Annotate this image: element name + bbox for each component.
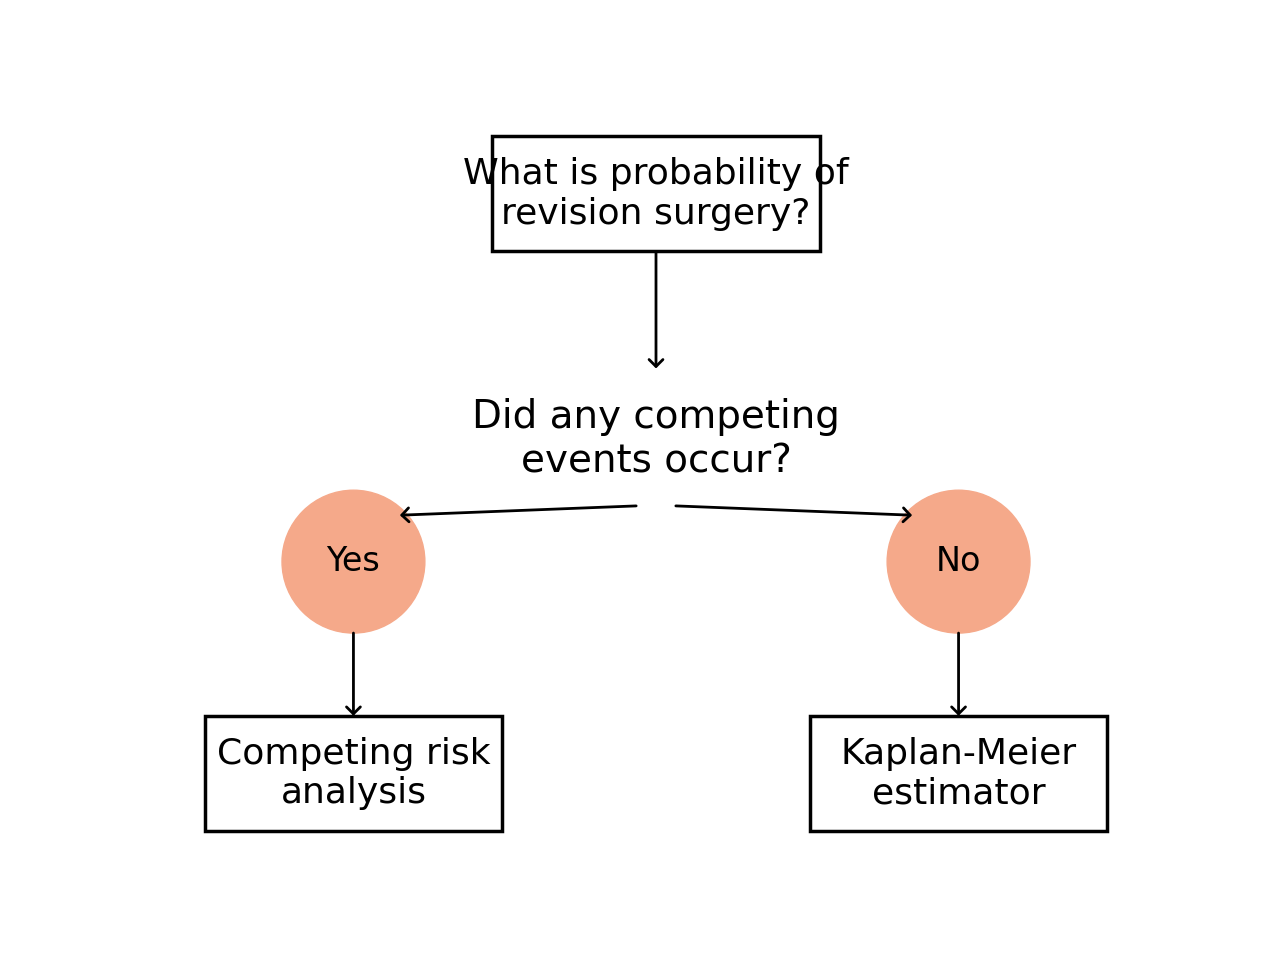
Text: Did any competing
events occur?: Did any competing events occur? bbox=[472, 398, 840, 480]
Text: No: No bbox=[936, 545, 982, 578]
FancyBboxPatch shape bbox=[493, 136, 819, 252]
Text: Kaplan-Meier
estimator: Kaplan-Meier estimator bbox=[841, 736, 1076, 810]
Ellipse shape bbox=[887, 490, 1030, 633]
FancyBboxPatch shape bbox=[810, 716, 1107, 831]
Ellipse shape bbox=[282, 490, 425, 633]
Text: Yes: Yes bbox=[326, 545, 380, 578]
Text: What is probability of
revision surgery?: What is probability of revision surgery? bbox=[463, 157, 849, 231]
Text: Competing risk
analysis: Competing risk analysis bbox=[216, 736, 490, 810]
FancyBboxPatch shape bbox=[205, 716, 502, 831]
